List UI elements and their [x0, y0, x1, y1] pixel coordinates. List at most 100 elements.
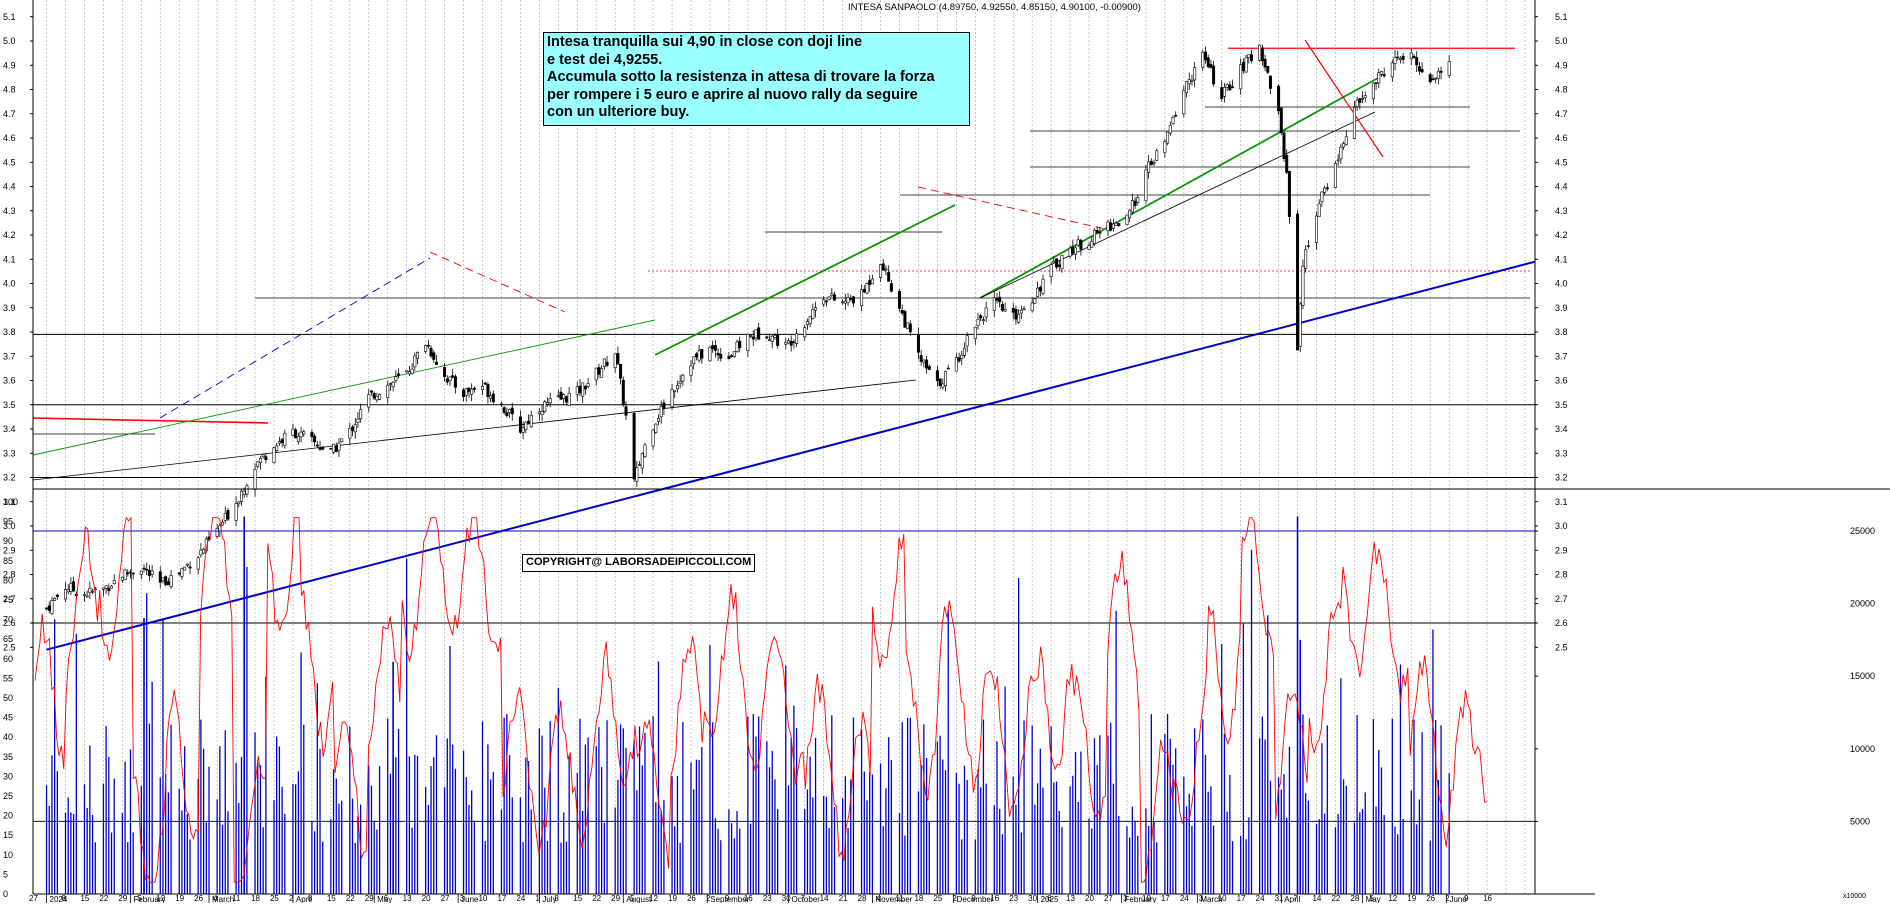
osc-tick-label: 15 — [3, 830, 13, 840]
candle-body — [900, 310, 904, 314]
y-tick-label: 2.6 — [1555, 618, 1568, 628]
x-tick-label: 27 — [29, 894, 38, 903]
candle-body — [1079, 239, 1083, 250]
y-tick-label: 4.8 — [1555, 85, 1568, 95]
candle-body — [1355, 99, 1359, 107]
trendline — [654, 204, 956, 356]
candle-body — [1228, 84, 1232, 91]
candle-body — [524, 421, 528, 431]
candle-body — [992, 297, 996, 312]
candle-body — [499, 403, 503, 406]
x-tick-label: 9 — [971, 894, 976, 903]
candle-body — [1396, 56, 1400, 59]
candle-body — [1049, 264, 1053, 277]
candle-body — [234, 503, 238, 521]
candle-body — [757, 327, 761, 340]
candle-body — [1241, 62, 1245, 72]
x-tick-label: 24 — [516, 894, 525, 903]
candle-body — [1022, 308, 1026, 310]
month-label: 2024 — [50, 895, 68, 903]
candle-body — [367, 394, 371, 408]
y-tick-label: 5.0 — [1555, 36, 1568, 46]
x-tick-label: 3 — [1123, 894, 1128, 903]
x-tick-label: 10 — [1142, 894, 1151, 903]
main-trendline — [46, 260, 1536, 651]
candle-body — [962, 347, 966, 356]
candle-body — [1106, 221, 1110, 232]
x-tick-label: 4 — [877, 894, 882, 903]
y-tick-label: 2.9 — [1555, 545, 1568, 555]
candle-body — [448, 376, 452, 382]
month-label: 2025 — [1041, 895, 1059, 903]
candle-body — [131, 572, 135, 575]
candle-body — [1019, 309, 1023, 314]
candle-body — [830, 293, 834, 296]
candle-body — [808, 316, 812, 324]
candle-body — [183, 566, 187, 571]
y-tick-label: 3.4 — [3, 424, 16, 434]
y-tick-label: 4.4 — [3, 182, 16, 192]
candle-body — [1393, 56, 1397, 64]
candle-body — [443, 367, 447, 377]
candle-body — [161, 577, 165, 582]
month-label: March — [1200, 895, 1222, 903]
candle-body — [391, 381, 395, 388]
x-tick-label: 7 — [1294, 894, 1299, 903]
y-tick-label: 3.8 — [1555, 327, 1568, 337]
candle-body — [545, 402, 549, 405]
candle-body — [594, 367, 598, 381]
candle-body — [619, 363, 623, 379]
candle-body — [822, 299, 826, 305]
candle-body — [467, 387, 471, 392]
y-tick-label: 3.8 — [3, 327, 16, 337]
candle-body — [730, 355, 734, 357]
x-tick-label: 8 — [61, 894, 66, 903]
x-tick-label: 17 — [497, 894, 506, 903]
volume-tick-label: 15000 — [1850, 671, 1875, 681]
y-tick-label: 3.6 — [3, 376, 16, 386]
x-tick-label: 23 — [763, 894, 772, 903]
candle-body — [540, 411, 544, 416]
y-tick-label: 3.3 — [1555, 448, 1568, 458]
y-tick-label: 3.2 — [3, 473, 16, 483]
candle-body — [359, 409, 363, 419]
month-label: October — [791, 895, 820, 903]
candle-body — [66, 589, 70, 593]
candle-body — [453, 376, 457, 388]
x-tick-label: 19 — [175, 894, 184, 903]
x-tick-label: 17 — [1237, 894, 1246, 903]
candle-body — [673, 390, 677, 393]
x-tick-label: 5 — [630, 894, 635, 903]
candle-body — [1017, 313, 1021, 323]
candle-body — [272, 447, 276, 464]
candle-body — [223, 512, 227, 521]
candle-body — [1304, 249, 1308, 269]
candle-body — [1314, 215, 1318, 243]
x-tick-label: 19 — [668, 894, 677, 903]
annotation-line: per rompere i 5 euro e aprire al nuovo r… — [547, 86, 918, 103]
x-tick-label: 12 — [1388, 894, 1397, 903]
y-tick-label: 4.5 — [1555, 157, 1568, 167]
candle-body — [369, 390, 373, 393]
y-tick-label: 3.7 — [3, 351, 16, 361]
x-tick-label: 10 — [1218, 894, 1227, 903]
candle-body — [616, 353, 620, 365]
candle-body — [1163, 141, 1167, 154]
candle-body — [256, 461, 260, 467]
candle-body — [337, 442, 341, 451]
candle-body — [1382, 74, 1386, 77]
candle-body — [1041, 278, 1045, 294]
candle-body — [63, 588, 67, 600]
month-label: August — [626, 895, 652, 903]
candle-body — [643, 444, 647, 457]
osc-tick-label: 60 — [3, 654, 13, 664]
candle-body — [849, 298, 853, 300]
y-tick-label: 4.3 — [1555, 206, 1568, 216]
candle-body — [1057, 264, 1061, 267]
y-tick-label: 4.9 — [1555, 60, 1568, 70]
osc-tick-label: 25 — [3, 791, 13, 801]
x-tick-label: 31 — [1275, 894, 1284, 903]
candle-body — [1117, 223, 1121, 226]
osc-tick-label: 40 — [3, 732, 13, 742]
